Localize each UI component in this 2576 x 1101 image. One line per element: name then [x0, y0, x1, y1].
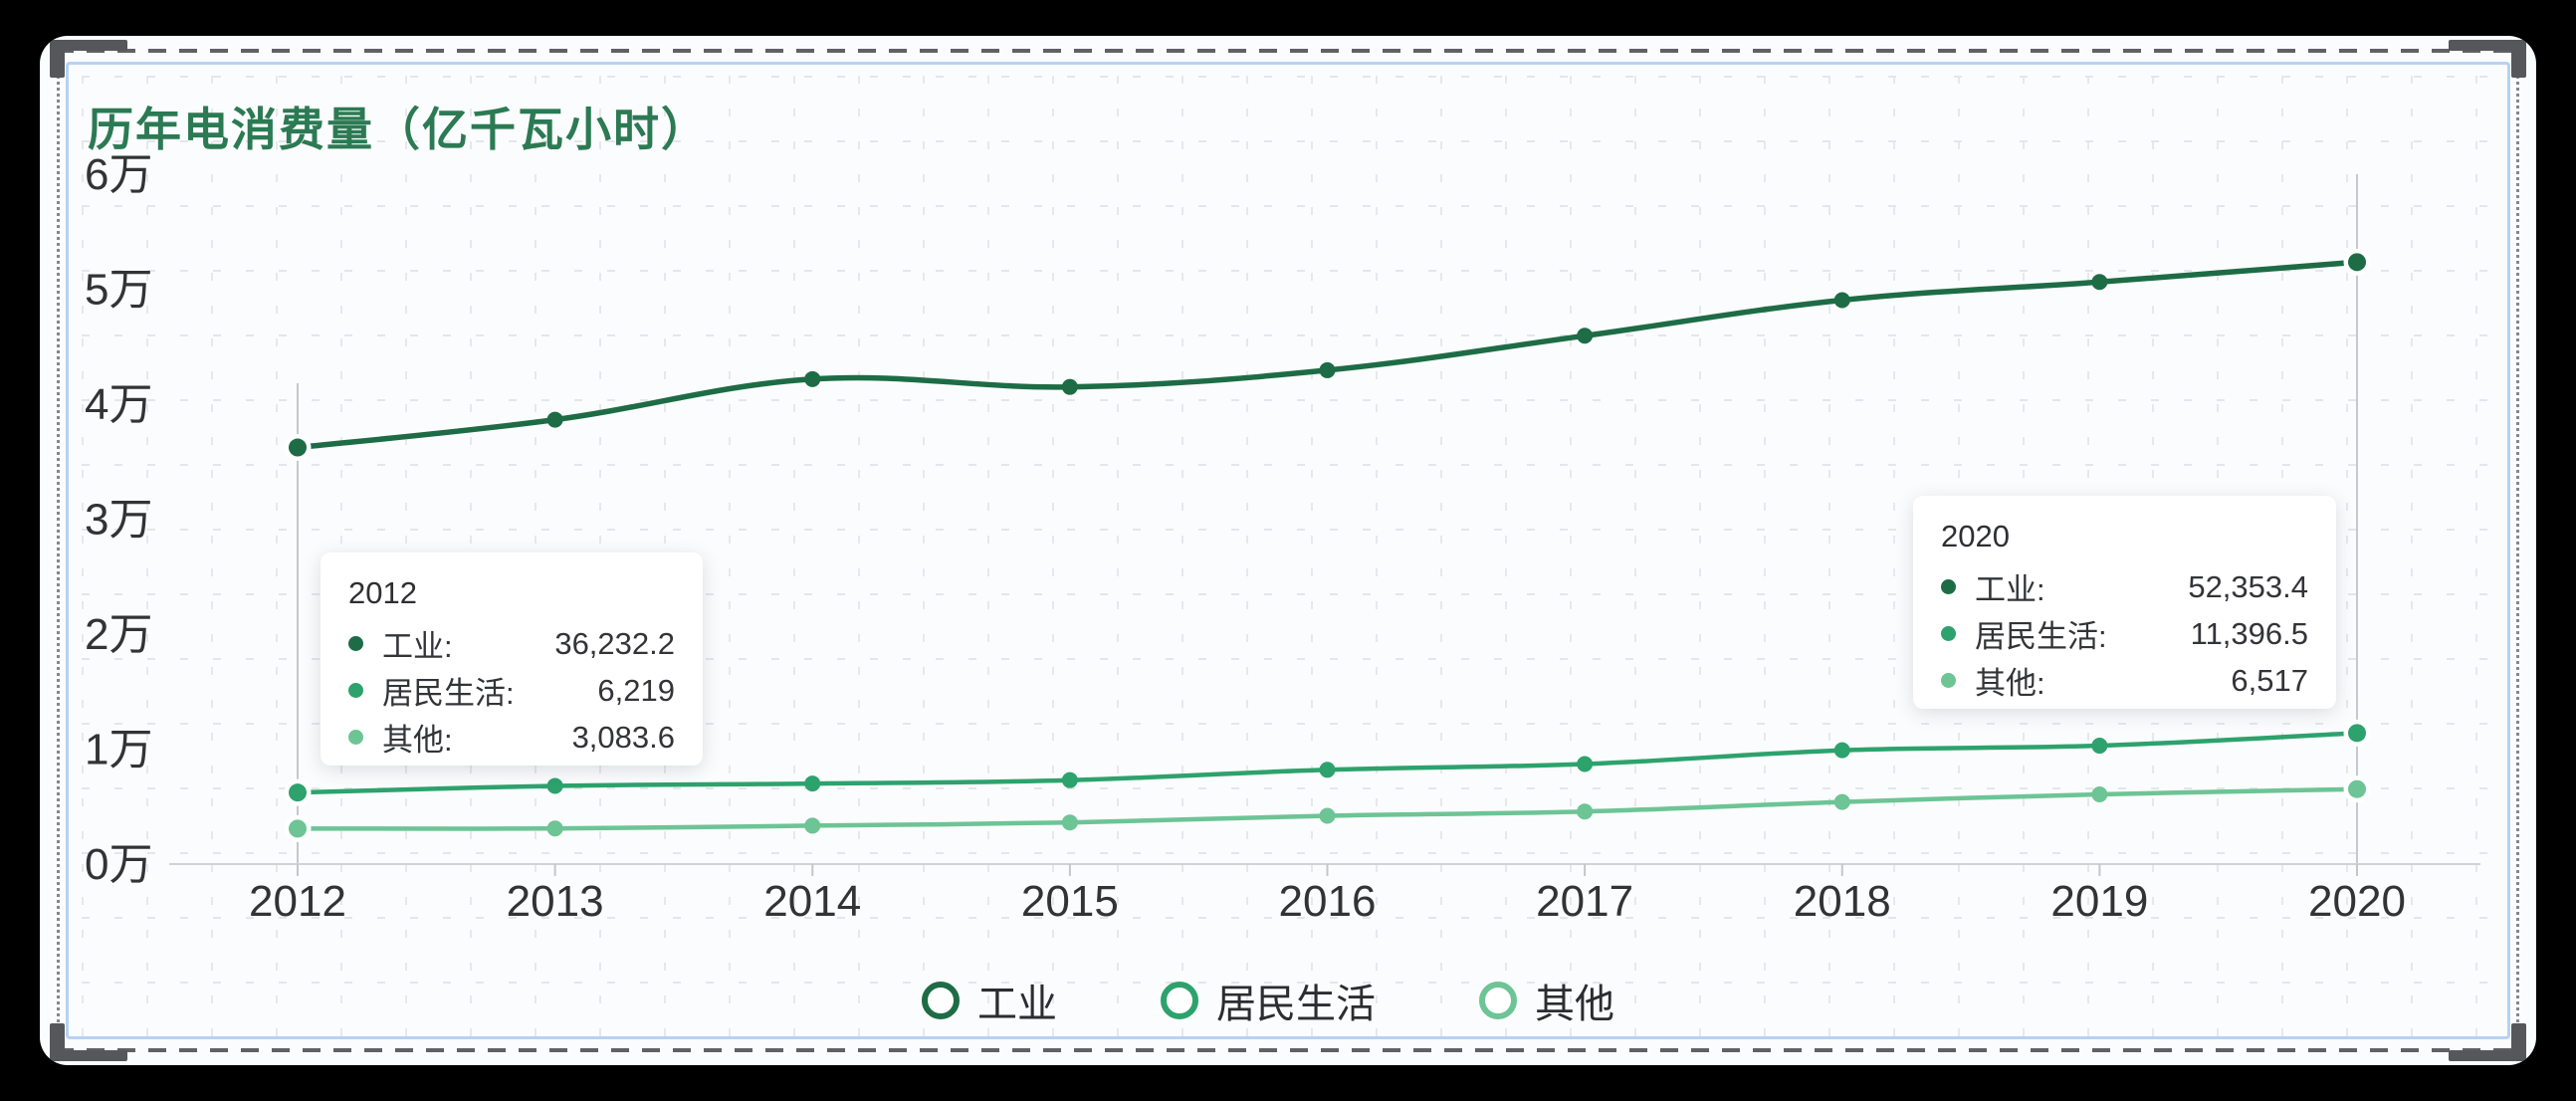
selection-ants-left: [57, 52, 60, 1049]
chart-widget-card[interactable]: 历年电消费量（亿千瓦小时） 2012 2013 2014 2015 2016 2017 20…: [40, 36, 2536, 1065]
y-axis-label-3万: 3万: [85, 496, 152, 545]
tooltip-series-label: 居民生活:: [1975, 619, 2107, 654]
legend-item-居民生活[interactable]: 居民生活: [1161, 972, 1376, 1029]
data-point-工业-2014[interactable]: [804, 370, 821, 387]
legend-item-其他[interactable]: 其他: [1479, 972, 1614, 1029]
data-point-工业-2015[interactable]: [1061, 378, 1078, 395]
y-axis-label-0万: 0万: [85, 840, 152, 889]
tooltip-year: 2012: [348, 575, 417, 610]
data-point-居民生活-2020[interactable]: [2348, 724, 2366, 743]
tooltip-row: 工业: 52,353.4: [1941, 563, 2308, 610]
legend-ring-icon: [1161, 982, 1198, 1019]
tooltip-series-label: 居民生活:: [382, 676, 515, 711]
data-point-其他-2013[interactable]: [546, 820, 563, 837]
y-axis-label-2万: 2万: [85, 610, 152, 659]
tooltip-row: 其他: 6,517: [1941, 657, 2308, 704]
tooltip-row: 其他: 3,083.6: [348, 714, 675, 761]
data-point-居民生活-2014[interactable]: [804, 775, 821, 792]
tooltip-series-value: 36,232.2: [554, 625, 675, 661]
selection-ants-top: [56, 49, 2520, 53]
data-point-工业-2016[interactable]: [1319, 361, 1336, 378]
resize-handle-top-left[interactable]: [50, 40, 127, 78]
series-dot-icon: [348, 636, 363, 651]
data-point-其他-2020[interactable]: [2348, 779, 2366, 798]
x-axis-label-2016: 2016: [1279, 877, 1377, 926]
series-dot-icon: [1941, 579, 1956, 594]
series-dot-icon: [348, 683, 363, 698]
data-point-其他-2016[interactable]: [1319, 807, 1336, 824]
y-axis-label-1万: 1万: [85, 726, 152, 774]
x-axis-label-2017: 2017: [1536, 877, 1633, 926]
selection-ants-bottom: [56, 1048, 2520, 1052]
tooltip-row: 居民生活: 6,219: [348, 667, 675, 714]
resize-handle-top-right[interactable]: [2449, 40, 2526, 78]
data-point-工业-2017[interactable]: [1577, 328, 1594, 344]
chart-legend: 工业 居民生活 其他: [40, 972, 2496, 1029]
data-point-居民生活-2013[interactable]: [546, 777, 563, 794]
x-axis-label-2012: 2012: [249, 877, 346, 926]
x-axis-label-2018: 2018: [1794, 877, 1891, 926]
data-point-居民生活-2016[interactable]: [1319, 762, 1336, 778]
resize-handle-bottom-left[interactable]: [50, 1023, 127, 1061]
y-axis-label-6万: 6万: [85, 150, 152, 199]
tooltip-series-value: 6,517: [2231, 662, 2308, 698]
data-point-居民生活-2017[interactable]: [1577, 756, 1594, 772]
x-axis-label-2015: 2015: [1021, 877, 1119, 926]
legend-item-工业[interactable]: 工业: [922, 972, 1057, 1029]
y-axis-label-5万: 5万: [85, 266, 152, 315]
data-point-居民生活-2012[interactable]: [289, 783, 307, 802]
tooltip-row: 工业: 36,232.2: [348, 620, 675, 667]
data-point-其他-2012[interactable]: [289, 819, 307, 838]
tooltip-series-label: 其他:: [382, 723, 453, 758]
series-dot-icon: [348, 730, 363, 745]
x-axis-label-2020: 2020: [2308, 877, 2406, 926]
selection-ants-right: [2516, 52, 2519, 1049]
series-dot-icon: [1941, 626, 1956, 641]
legend-ring-icon: [922, 982, 960, 1019]
tooltip-series-label: 工业:: [1975, 572, 2045, 607]
x-axis-label-2014: 2014: [763, 877, 861, 926]
tooltip-2012: 2012 工业: 36,232.2 居民生活: 6,219 其他: 3,083.6: [321, 552, 703, 766]
tooltip-series-value: 52,353.4: [2188, 568, 2308, 604]
data-point-其他-2014[interactable]: [804, 817, 821, 834]
data-point-工业-2012[interactable]: [289, 438, 307, 457]
tooltip-row: 居民生活: 11,396.5: [1941, 610, 2308, 657]
tooltip-series-value: 6,219: [597, 672, 675, 708]
resize-handle-bottom-right[interactable]: [2449, 1023, 2526, 1061]
tooltip-series-label: 工业:: [382, 629, 453, 664]
series-line-工业: [295, 259, 2360, 451]
x-axis-label-2013: 2013: [507, 877, 604, 926]
tooltip-year: 2020: [1941, 519, 2010, 553]
tooltip-2020: 2020 工业: 52,353.4 居民生活: 11,396.5 其他: 6,517: [1913, 496, 2336, 709]
x-axis-label-2019: 2019: [2050, 877, 2148, 926]
tooltip-series-value: 11,396.5: [2190, 615, 2308, 651]
data-point-其他-2015[interactable]: [1061, 814, 1078, 831]
data-point-工业-2013[interactable]: [546, 411, 563, 428]
data-point-其他-2018[interactable]: [1833, 793, 1850, 810]
data-point-居民生活-2018[interactable]: [1833, 742, 1850, 759]
series-dot-icon: [1941, 673, 1956, 688]
data-point-工业-2020[interactable]: [2348, 253, 2366, 272]
data-point-其他-2017[interactable]: [1577, 803, 1594, 820]
data-point-其他-2019[interactable]: [2091, 786, 2108, 803]
y-axis-label-4万: 4万: [85, 380, 152, 429]
legend-ring-icon: [1479, 982, 1517, 1019]
line-chart-plot[interactable]: 2012 2013 2014 2015 2016 2017 2018 2019 2020 0万 1万…: [40, 36, 2536, 1065]
tooltip-series-value: 3,083.6: [571, 719, 675, 755]
legend-label: 居民生活: [1216, 983, 1376, 1026]
tooltip-series-label: 其他:: [1975, 666, 2045, 701]
data-point-工业-2019[interactable]: [2091, 274, 2108, 291]
legend-label: 工业: [977, 983, 1057, 1026]
data-point-居民生活-2019[interactable]: [2091, 738, 2108, 755]
legend-label: 其他: [1535, 983, 1614, 1026]
chart-title: 历年电消费量（亿千瓦小时）: [88, 104, 709, 155]
data-point-居民生活-2015[interactable]: [1061, 771, 1078, 788]
data-point-工业-2018[interactable]: [1833, 292, 1850, 309]
